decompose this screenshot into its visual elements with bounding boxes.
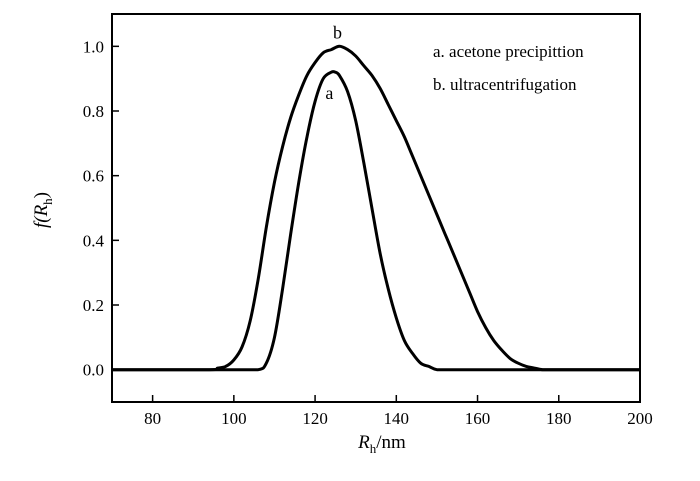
series-layer: [112, 44, 640, 372]
x-axis-title-main: R: [357, 432, 370, 453]
x-tick-label: 80: [144, 409, 161, 428]
y-axis-title: f(Rh): [31, 192, 55, 228]
y-axis-title-sub: h: [40, 198, 55, 205]
y-axis-title-prefix: f(: [31, 215, 52, 228]
x-tick-label: 180: [546, 409, 572, 428]
x-axis-ticks: 80 100 120 140 160 180 200: [144, 395, 653, 428]
x-axis-title-suffix: /nm: [376, 432, 406, 453]
y-axis-title-suffix: ): [31, 192, 52, 198]
y-tick-label: 1.0: [83, 37, 104, 56]
y-tick-label: 0.2: [83, 296, 104, 315]
y-tick-label: 0.6: [83, 167, 104, 186]
x-tick-label: 100: [221, 409, 247, 428]
series-line-b: [112, 44, 640, 372]
legend: a. acetone precipittion b. ultracentrifu…: [433, 42, 584, 94]
x-tick-label: 200: [627, 409, 653, 428]
y-tick-label: 0.4: [83, 231, 105, 250]
y-axis-title-main: R: [31, 204, 52, 217]
curve-label-b: b: [333, 22, 342, 42]
x-tick-label: 120: [302, 409, 328, 428]
x-tick-label: 140: [384, 409, 410, 428]
x-axis-title-sub: h: [370, 441, 377, 456]
curve-label-a: a: [325, 83, 333, 103]
legend-entry-b: b. ultracentrifugation: [433, 75, 577, 94]
plot-frame: [111, 13, 641, 403]
x-axis-title: Rh/nm: [357, 432, 406, 456]
y-tick-label: 0.8: [83, 102, 104, 121]
y-axis-ticks: 0.0 0.2 0.4 0.6 0.8 1.0: [83, 37, 119, 380]
x-tick-label: 160: [465, 409, 491, 428]
legend-entry-a: a. acetone precipittion: [433, 42, 584, 61]
y-tick-label: 0.0: [83, 361, 104, 380]
series-line-a: [112, 70, 640, 372]
